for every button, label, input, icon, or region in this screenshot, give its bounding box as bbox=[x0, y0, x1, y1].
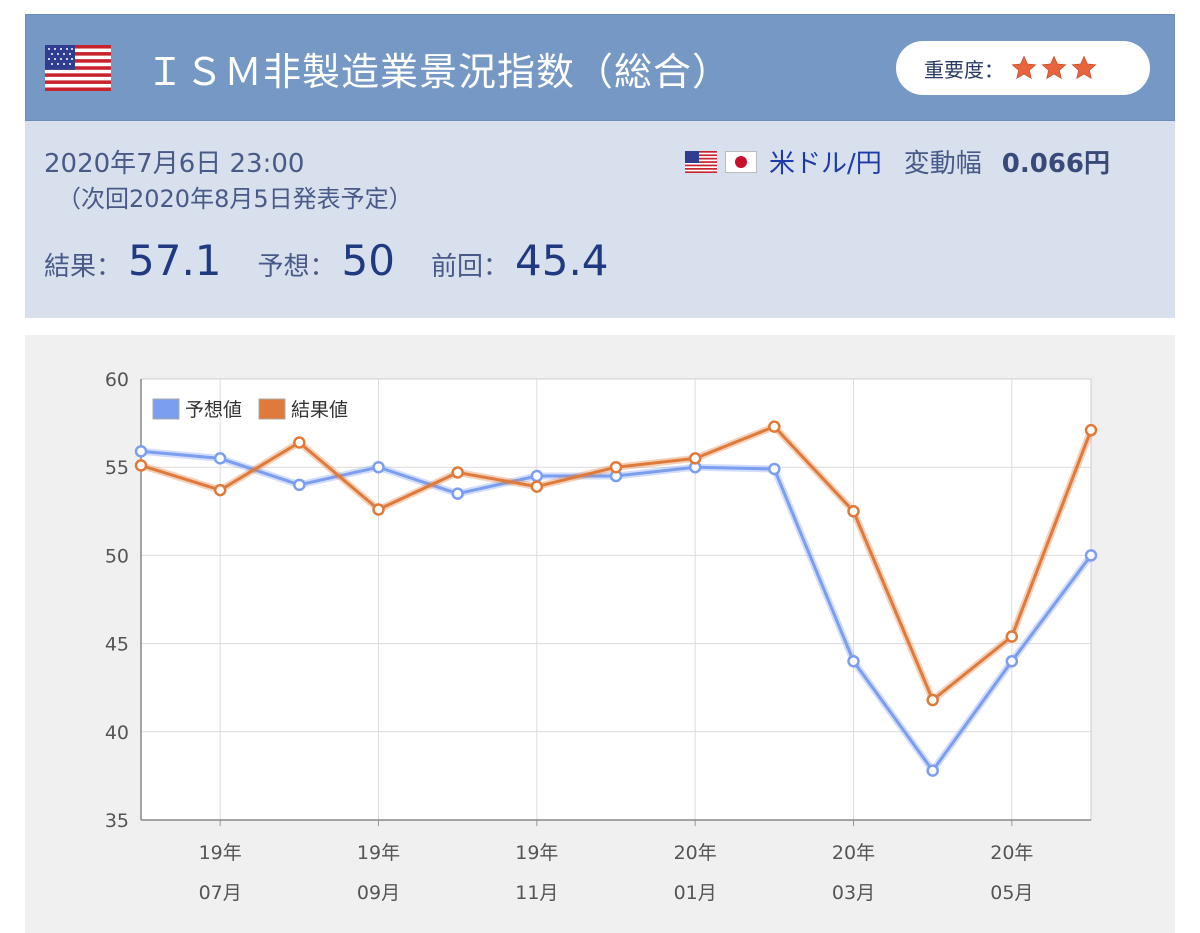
importance-stars bbox=[1010, 54, 1098, 82]
page-title: ＩＳＭ非製造業景況指数（総合） bbox=[146, 50, 732, 94]
legend-swatch bbox=[152, 398, 180, 420]
previous-label: 前回： bbox=[431, 252, 510, 282]
x-tick-label-month: 07月 bbox=[199, 882, 242, 904]
series-point bbox=[1084, 549, 1098, 562]
series-point bbox=[1005, 630, 1019, 643]
japan-flag-icon bbox=[725, 150, 757, 173]
y-tick-label: 55 bbox=[105, 457, 129, 479]
series-point bbox=[293, 478, 306, 492]
series-point bbox=[372, 503, 385, 516]
range-label: 変動幅 bbox=[903, 149, 982, 179]
star-icon bbox=[1071, 55, 1097, 80]
series-point bbox=[372, 460, 385, 474]
x-tick-label-year: 19年 bbox=[515, 842, 558, 864]
chart-panel: 35 40 45 50 55 60 19年 07月 19年 09月 19年 11月 20年 01月 20年 0… bbox=[25, 335, 1175, 933]
series-point bbox=[451, 466, 464, 479]
line-chart: 35 40 45 50 55 60 19年 07月 19年 09月 19年 11月 20年 01月 20年 0… bbox=[105, 369, 1098, 904]
importance-badge: 重要度： bbox=[896, 41, 1150, 95]
series-point bbox=[293, 436, 306, 449]
series-point bbox=[609, 460, 623, 474]
series-point bbox=[530, 480, 544, 493]
us-flag-icon bbox=[685, 150, 717, 173]
y-tick-label: 60 bbox=[105, 369, 129, 391]
series-point bbox=[847, 654, 860, 668]
series-point bbox=[926, 764, 939, 777]
series-point bbox=[926, 693, 939, 707]
series-point bbox=[768, 462, 781, 476]
x-tick-label-year: 20年 bbox=[674, 842, 717, 864]
result-value: 57.1 bbox=[128, 236, 222, 285]
importance-label: 重要度： bbox=[924, 57, 1004, 82]
series-point bbox=[134, 459, 148, 472]
y-tick-label: 35 bbox=[105, 810, 129, 832]
legend-swatch bbox=[258, 398, 286, 420]
x-tick-label-month: 01月 bbox=[674, 882, 717, 904]
series-point bbox=[688, 452, 702, 465]
currency-pair: 米ドル/円 変動幅 0.066円 bbox=[685, 143, 1110, 180]
x-tick-label-month: 05月 bbox=[990, 882, 1033, 904]
y-tick-label: 40 bbox=[105, 722, 129, 744]
plot-area bbox=[140, 378, 1092, 821]
release-datetime: 2020年7月6日 23:00 bbox=[44, 149, 305, 179]
series-point bbox=[1084, 423, 1098, 437]
series-point bbox=[768, 420, 781, 433]
indicator-header: ＩＳＭ非製造業景況指数（総合） 重要度： bbox=[25, 14, 1175, 121]
legend-label: 結果値 bbox=[291, 399, 348, 421]
us-flag-icon bbox=[45, 45, 111, 91]
series-point bbox=[213, 452, 227, 465]
x-tick-label-year: 19年 bbox=[357, 842, 400, 864]
x-tick-label-year: 20年 bbox=[832, 842, 875, 864]
currency-pair-link[interactable]: 米ドル/円 bbox=[769, 149, 882, 179]
series-point bbox=[213, 483, 227, 497]
series-point bbox=[451, 487, 464, 500]
series-point bbox=[134, 445, 148, 458]
indicator-info-panel: 2020年7月6日 23:00 （次回2020年8月5日発表予定） 結果： 57… bbox=[25, 121, 1175, 318]
star-icon bbox=[1011, 55, 1037, 80]
series-point bbox=[847, 505, 860, 518]
x-tick-label-month: 03月 bbox=[832, 882, 875, 904]
previous-value: 45.4 bbox=[515, 236, 609, 285]
series-point bbox=[530, 469, 544, 483]
x-tick-label-year: 19年 bbox=[199, 842, 242, 864]
y-tick-label: 50 bbox=[105, 545, 129, 567]
next-release: （次回2020年8月5日発表予定） bbox=[57, 185, 413, 213]
y-tick-label: 45 bbox=[105, 634, 129, 656]
indicator-values: 結果： 57.1 予想： 50 前回： 45.4 bbox=[44, 236, 645, 285]
x-tick-label-month: 11月 bbox=[515, 882, 558, 904]
forecast-value: 50 bbox=[341, 236, 395, 285]
result-label: 結果： bbox=[44, 252, 123, 282]
star-icon bbox=[1041, 55, 1067, 80]
legend-label: 予想値 bbox=[185, 399, 242, 421]
x-tick-label-year: 20年 bbox=[990, 842, 1033, 864]
forecast-label: 予想： bbox=[257, 252, 336, 282]
range-value: 0.066円 bbox=[1001, 149, 1111, 179]
x-tick-label-month: 09月 bbox=[357, 882, 400, 904]
series-point bbox=[1005, 654, 1019, 668]
